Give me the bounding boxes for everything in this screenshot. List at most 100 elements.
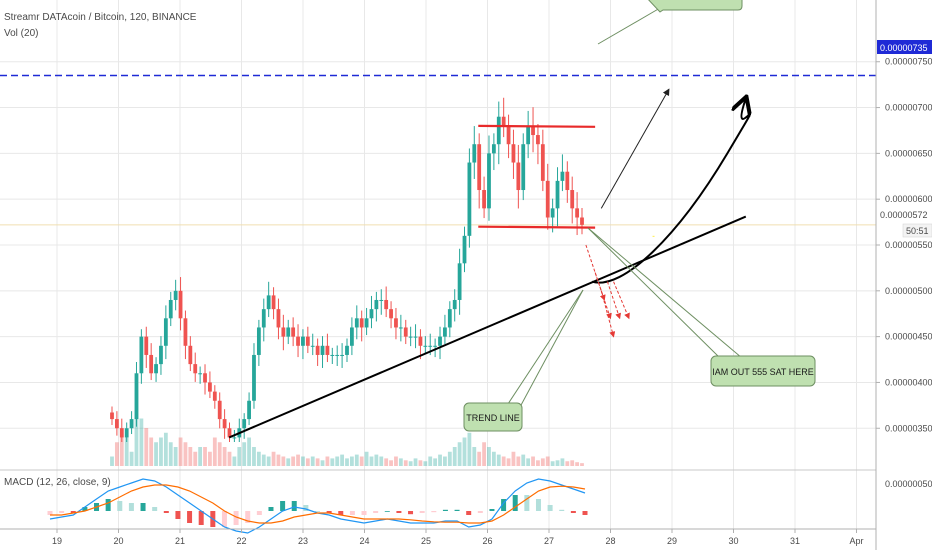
exit-callout[interactable]: IAM OUT 555 SAT HERE — [587, 227, 816, 387]
macd-histogram-bar — [105, 499, 111, 511]
volume-bar — [232, 456, 237, 466]
candle-body — [413, 336, 418, 338]
candle-body — [168, 299, 173, 319]
time-tick-label: 19 — [52, 536, 62, 546]
macd-histogram-bar — [47, 511, 53, 515]
macd-histogram-bar — [280, 501, 286, 511]
time-tick-label: 29 — [667, 536, 677, 546]
candle-body — [580, 217, 584, 225]
volume-bar — [443, 456, 447, 466]
candle-body — [154, 364, 158, 374]
volume-bar — [438, 454, 442, 466]
breakdown-arrow — [613, 281, 630, 320]
volume-bar — [301, 456, 305, 466]
volume-bar — [222, 447, 227, 466]
volume-bar — [119, 428, 124, 466]
candle-body — [408, 336, 413, 338]
time-tick-label: 28 — [605, 536, 615, 546]
macd-histogram-bar — [466, 511, 472, 515]
candle-body — [247, 400, 251, 420]
volume-bar — [570, 460, 575, 466]
macd-histogram-bar — [384, 511, 390, 512]
macd-histogram-bar — [221, 511, 227, 527]
macd-legend[interactable]: MACD (12, 26, close, 9) — [4, 477, 111, 488]
support-line — [478, 225, 596, 229]
macd-histogram-bar — [477, 511, 483, 513]
volume-bar — [173, 447, 178, 466]
projection-curve — [591, 98, 750, 284]
volume-bar — [237, 447, 242, 466]
volume-bar — [428, 456, 433, 466]
volume-bar — [423, 461, 428, 466]
candle-body — [134, 373, 139, 420]
volume-bar — [560, 458, 565, 466]
volume-bar — [403, 460, 408, 466]
candle-body — [296, 336, 300, 346]
volume-legend[interactable]: Vol (20) — [4, 28, 38, 39]
breakdown-arrow — [600, 290, 616, 338]
price-axis: 0.00000750 0.00000700 0.00000650 0.00000600… — [876, 57, 932, 489]
candle-body — [203, 373, 207, 383]
volume-bar — [203, 447, 207, 466]
candle-body — [447, 309, 452, 328]
volume-bar — [217, 442, 222, 466]
candle-body — [183, 318, 188, 346]
candle-body — [354, 318, 359, 328]
candle-body — [487, 153, 491, 209]
macd-histogram-bar — [582, 511, 588, 515]
trend-line-label: TREND LINE — [466, 413, 520, 423]
time-tick-label: 25 — [421, 536, 431, 546]
candle-body — [452, 299, 457, 310]
trend-line-line — [228, 215, 747, 439]
volume-bar — [159, 437, 163, 466]
candle-body — [560, 171, 565, 181]
symbol-legend[interactable]: Streamr DATAcoin / Bitcoin, 120, BINANCE — [4, 12, 197, 23]
macd-histogram-bar — [559, 509, 565, 511]
time-tick-label: 22 — [236, 536, 246, 546]
macd-histogram-bar — [163, 511, 169, 513]
volume-bar — [433, 458, 438, 466]
volume-bar — [521, 454, 526, 466]
volume-bar — [408, 461, 413, 466]
volume-bar — [501, 456, 506, 466]
time-tick-label: 23 — [298, 536, 308, 546]
candle-body — [217, 400, 222, 420]
price-tick-label: 0.00000500 — [885, 286, 932, 296]
candle-body — [232, 437, 237, 439]
volume-bar — [531, 456, 535, 466]
macd-histogram-bar — [268, 507, 274, 511]
drawings — [228, 88, 750, 439]
candle-body — [163, 318, 168, 346]
macd-histogram-bar — [454, 509, 460, 511]
volume-bar — [242, 442, 247, 466]
volume-bar — [364, 451, 369, 466]
volume-bar — [134, 390, 139, 466]
time-tick-label: 31 — [790, 536, 800, 546]
volume-bar — [335, 456, 340, 466]
volume-bar — [496, 454, 501, 466]
candle-body — [349, 327, 354, 346]
candle-body — [374, 299, 379, 310]
candle-body — [540, 144, 545, 181]
candle-body — [305, 336, 310, 346]
breakdown-arrow — [594, 272, 612, 320]
macd-histogram-bar — [303, 505, 309, 511]
candle-body — [276, 309, 281, 328]
candle-body — [511, 144, 516, 163]
macd-histogram-bar — [338, 511, 344, 515]
candle-body — [129, 419, 134, 429]
macd-histogram-bar — [175, 511, 181, 519]
candle-body — [438, 336, 442, 346]
candle-body — [398, 327, 403, 329]
time-axis: 19 20 21 22 23 24 25 26 27 28 29 30 31 Apr — [52, 529, 864, 546]
resistance-line — [478, 124, 596, 128]
volume-bar — [208, 451, 212, 466]
macd-histogram-bar — [59, 511, 65, 513]
candle-body — [423, 345, 428, 347]
volume-bar — [340, 454, 345, 466]
volume-bar — [266, 456, 271, 466]
candle-body — [139, 336, 144, 374]
breakdown-arrow — [606, 281, 621, 320]
main-pane-bg — [0, 0, 876, 470]
trend-line-callout[interactable]: TREND LINE — [463, 289, 584, 432]
